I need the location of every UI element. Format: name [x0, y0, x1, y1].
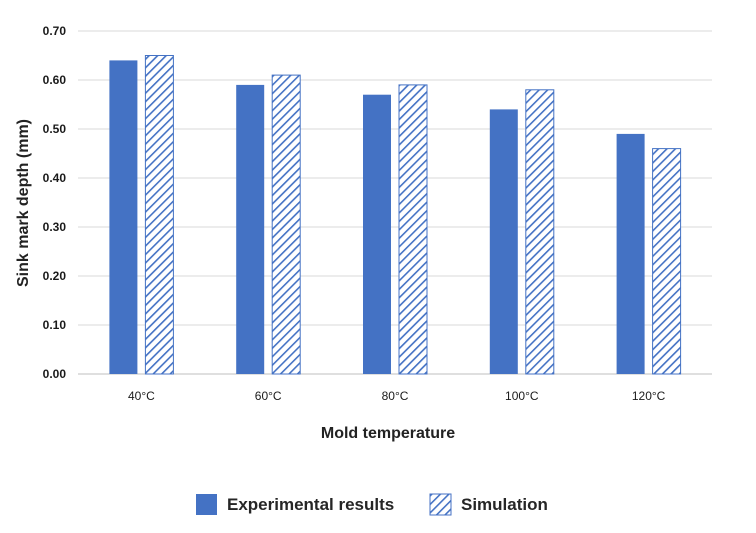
y-tick-label: 0.40: [43, 171, 67, 185]
bar-experimental-1: [236, 84, 265, 375]
y-tick-label: 0.10: [43, 318, 67, 332]
y-tick-label: 0.50: [43, 122, 67, 136]
x-tick-label: 80°C: [382, 389, 409, 403]
x-tick-label: 60°C: [255, 389, 282, 403]
y-tick-label: 0.30: [43, 220, 67, 234]
bar-simulation-3: [525, 89, 555, 375]
bar-experimental-2: [363, 94, 391, 374]
x-axis-ticks: 40°C 60°C 80°C 100°C 120°C: [128, 389, 666, 403]
bar-simulation-2: [398, 84, 428, 375]
legend-label-experimental: Experimental results: [227, 495, 394, 514]
y-tick-label: 0.70: [43, 24, 67, 38]
bars: [109, 55, 682, 375]
x-tick-label: 120°C: [632, 389, 666, 403]
bar-simulation-0: [144, 55, 174, 375]
gridlines: [78, 30, 712, 375]
legend-swatch-experimental: [196, 494, 217, 515]
legend-label-simulation: Simulation: [461, 495, 548, 514]
y-tick-label: 0.60: [43, 73, 67, 87]
x-tick-label: 100°C: [505, 389, 539, 403]
y-tick-label: 0.00: [43, 367, 67, 381]
legend: Experimental results Simulation: [196, 493, 548, 516]
bar-experimental-0: [109, 60, 138, 375]
y-axis-ticks: 0.00 0.10 0.20 0.30 0.40 0.50 0.60 0.70: [43, 24, 67, 381]
legend-swatch-simulation: [429, 493, 452, 516]
y-axis-title: Sink mark depth (mm): [15, 119, 32, 287]
bar-experimental-4: [616, 133, 645, 374]
bar-simulation-4: [652, 148, 682, 375]
bar-experimental-3: [489, 109, 518, 375]
bar-simulation-1: [271, 74, 301, 375]
y-tick-label: 0.20: [43, 269, 67, 283]
x-tick-label: 40°C: [128, 389, 155, 403]
x-axis-title: Mold temperature: [321, 425, 455, 442]
